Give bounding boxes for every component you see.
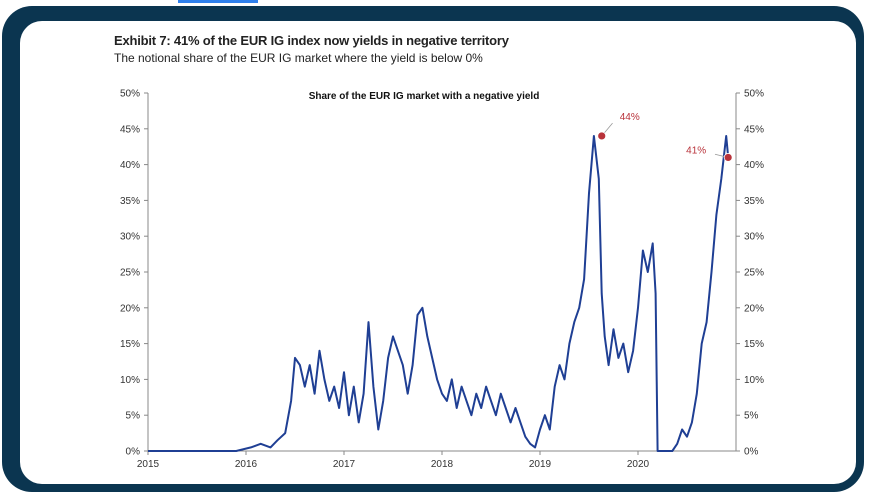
- annotation-label: 41%: [686, 145, 706, 156]
- x-tick-label: 2015: [137, 459, 160, 470]
- annotation-marker: [597, 131, 607, 141]
- y-tick-label-right: 50%: [744, 89, 764, 100]
- y-tick-label-right: 15%: [744, 339, 764, 350]
- x-tick-label: 2017: [333, 459, 356, 470]
- y-tick-label-left: 45%: [120, 124, 140, 135]
- y-tick-label-right: 20%: [744, 303, 764, 314]
- y-tick-label-left: 15%: [120, 339, 140, 350]
- y-tick-label-right: 45%: [744, 124, 764, 135]
- exhibit-subtitle: The notional share of the EUR IG market …: [114, 51, 483, 65]
- x-tick-label: 2020: [627, 459, 650, 470]
- y-tick-label-left: 35%: [120, 196, 140, 207]
- annotation-label: 44%: [620, 112, 640, 123]
- y-tick-label-left: 50%: [120, 89, 140, 100]
- chart-title: Share of the EUR IG market with a negati…: [309, 91, 540, 102]
- top-strip: [0, 0, 869, 8]
- y-tick-label-left: 5%: [126, 411, 141, 422]
- y-tick-label-right: 35%: [744, 196, 764, 207]
- y-tick-label-left: 25%: [120, 268, 140, 279]
- x-tick-label: 2016: [235, 459, 258, 470]
- annotation-marker: [723, 153, 733, 162]
- x-tick-label: 2018: [431, 459, 454, 470]
- y-tick-label-left: 20%: [120, 303, 140, 314]
- y-tick-label-left: 30%: [120, 232, 140, 243]
- y-tick-label-right: 5%: [744, 411, 759, 422]
- y-tick-label-left: 0%: [126, 447, 141, 458]
- y-tick-label-left: 40%: [120, 160, 140, 171]
- y-tick-label-right: 30%: [744, 232, 764, 243]
- y-tick-label-right: 25%: [744, 268, 764, 279]
- chart-panel: Exhibit 7: 41% of the EUR IG index now y…: [20, 21, 856, 484]
- exhibit-title: Exhibit 7: 41% of the EUR IG index now y…: [114, 33, 509, 48]
- y-tick-label-right: 10%: [744, 375, 764, 386]
- line-chart: 0% 0% 5% 5% 10% 10% 15% 15% 20% 20% 25% 25% 30% 30% 35…: [120, 89, 764, 471]
- y-tick-label-left: 10%: [120, 375, 140, 386]
- y-tick-label-right: 40%: [744, 160, 764, 171]
- y-tick-label-right: 0%: [744, 447, 759, 458]
- series-line: [148, 135, 730, 452]
- top-accent-line: [178, 0, 258, 3]
- x-tick-label: 2019: [529, 459, 552, 470]
